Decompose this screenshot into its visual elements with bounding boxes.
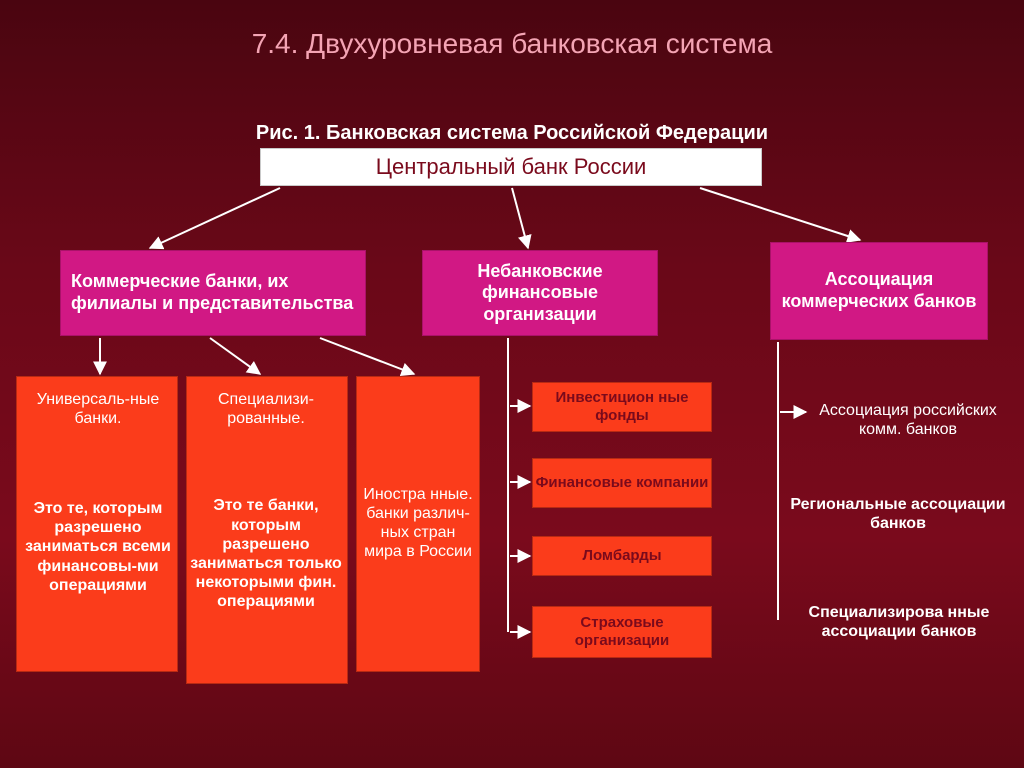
node-assoc: Ассоциация коммерческих банков — [770, 242, 988, 340]
node-universal_head-label: Универсаль-ные банки. — [22, 390, 174, 428]
node-assoc_spec-label: Специализирова нные ассоциации банков — [788, 603, 1010, 641]
node-spec_body: Это те банки, которым разрешено занимать… — [190, 434, 342, 674]
node-universal_body: Это те, которым разрешено заниматься все… — [22, 434, 174, 660]
slide-title-text: 7.4. Двухуровневая банковская система — [252, 28, 773, 59]
node-fincomp: Финансовые компании — [532, 458, 712, 508]
node-assoc_ru: Ассоциация российских комм. банков — [808, 382, 1008, 458]
node-nonbank: Небанковские финансовые организации — [422, 250, 658, 336]
node-invest-label: Инвестицион ные фонды — [533, 389, 711, 425]
node-central: Центральный банк России — [260, 148, 762, 186]
node-spec_head: Специализи-рованные. — [190, 382, 342, 436]
node-assoc_reg: Региональные ассоциации банков — [788, 476, 1008, 552]
slide-subtitle-text: Рис. 1. Банковская система Российской Фе… — [256, 122, 768, 144]
node-universal_head: Универсаль-ные банки. — [22, 382, 174, 436]
node-spec_head-label: Специализи-рованные. — [190, 390, 342, 428]
node-nonbank-label: Небанковские финансовые организации — [423, 261, 657, 326]
node-insur: Страховые организации — [532, 606, 712, 658]
node-assoc_ru-label: Ассоциация российских комм. банков — [808, 401, 1008, 439]
slide-title: 7.4. Двухуровневая банковская система — [170, 28, 854, 60]
node-central-label: Центральный банк России — [376, 154, 647, 180]
node-fincomp-label: Финансовые компании — [536, 474, 709, 492]
node-insur-label: Страховые организации — [533, 614, 711, 650]
node-lombard-label: Ломбарды — [582, 547, 661, 565]
node-commercial-label: Коммерческие банки, их филиалы и предста… — [71, 271, 355, 314]
node-assoc_reg-label: Региональные ассоциации банков — [788, 495, 1008, 533]
node-invest: Инвестицион ные фонды — [532, 382, 712, 432]
node-commercial: Коммерческие банки, их филиалы и предста… — [60, 250, 366, 336]
node-lombard: Ломбарды — [532, 536, 712, 576]
node-foreign: Иностра нные. банки различ-ных стран мир… — [360, 380, 476, 666]
node-assoc-label: Ассоциация коммерческих банков — [771, 269, 987, 312]
slide-subtitle: Рис. 1. Банковская система Российской Фе… — [210, 122, 814, 145]
node-assoc_spec: Специализирова нные ассоциации банков — [788, 574, 1010, 670]
node-foreign-label: Иностра нные. банки различ-ных стран мир… — [360, 485, 476, 562]
node-universal_body-label: Это те, которым разрешено заниматься все… — [22, 499, 174, 595]
node-spec_body-label: Это те банки, которым разрешено занимать… — [190, 496, 342, 611]
